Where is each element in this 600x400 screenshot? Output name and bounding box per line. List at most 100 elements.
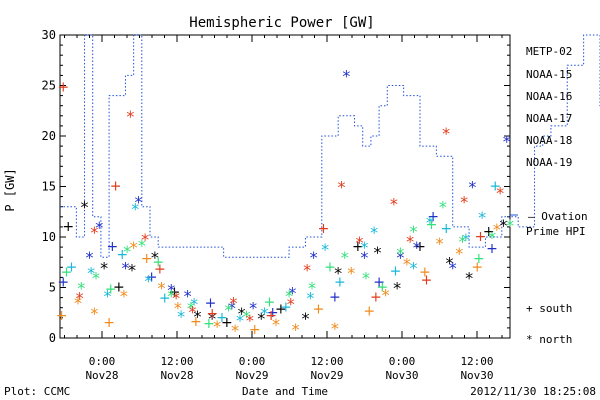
data-point-noaa-19: *	[141, 230, 149, 249]
data-point-noaa-16: +	[66, 259, 78, 275]
data-point-metp-02: *	[128, 260, 136, 279]
data-point-metp-02: +	[414, 239, 426, 255]
data-point-noaa-17: *	[225, 301, 233, 320]
data-point-metp-02: +	[275, 302, 287, 318]
data-point-noaa-16: +	[390, 263, 402, 279]
data-point-noaa-17: *	[409, 222, 417, 241]
data-point-metp-02: +	[113, 280, 125, 296]
legend-south: + south	[526, 302, 572, 315]
data-point-noaa-16: *	[190, 295, 198, 314]
data-point-noaa-17: *	[341, 248, 349, 267]
data-point-noaa-19: +	[57, 80, 69, 96]
data-point-noaa-16: *	[409, 258, 417, 277]
data-point-noaa-18: +	[141, 251, 153, 267]
data-point-noaa-15: *	[360, 248, 368, 267]
data-point-noaa-15: *	[85, 248, 93, 267]
x-axis-label: Date and Time	[242, 385, 328, 398]
data-point-noaa-16: *	[321, 240, 329, 259]
data-point-metp-02: *	[499, 216, 507, 235]
data-point-noaa-19: *	[126, 107, 134, 126]
legend-item-metp-02: METP-02	[526, 45, 572, 58]
data-point-noaa-17: *	[285, 287, 293, 306]
data-point-metp-02: *	[465, 268, 473, 287]
data-point-noaa-18: *	[120, 287, 128, 306]
data-point-noaa-19: *	[460, 193, 468, 212]
data-point-noaa-18: *	[90, 304, 98, 323]
data-point-metp-02: *	[373, 243, 381, 262]
data-point-noaa-17: *	[362, 268, 370, 287]
y-tick-label: 10	[42, 230, 56, 244]
data-point-noaa-15: *	[310, 248, 318, 267]
data-point-noaa-19: +	[370, 290, 382, 306]
data-point-noaa-16: *	[360, 238, 368, 257]
data-point-noaa-16: +	[489, 179, 501, 195]
data-point-noaa-16: +	[334, 274, 346, 290]
legend-ovation-line2: Prime HPI	[526, 225, 586, 238]
data-point-noaa-19: *	[496, 184, 504, 203]
data-point-noaa-18: *	[331, 319, 339, 338]
data-point-noaa-16: *	[261, 304, 269, 323]
data-point-noaa-17: +	[376, 280, 388, 296]
x-tick-label-time: 0:00	[389, 355, 416, 368]
data-point-metp-02: *	[208, 309, 216, 328]
data-point-noaa-16: *	[236, 311, 244, 330]
legend-item-noaa-17: NOAA-17	[526, 112, 572, 125]
data-point-noaa-19: +	[206, 306, 218, 322]
x-tick-label-date: Nov28	[85, 369, 118, 382]
data-point-noaa-18: *	[292, 320, 300, 339]
data-point-noaa-15: *	[249, 299, 257, 318]
footer-left: Plot: CCMC	[4, 385, 70, 398]
data-point-noaa-19: *	[442, 124, 450, 143]
data-point-metp-02: *	[193, 307, 201, 326]
y-axis-label: P [GW]	[3, 168, 17, 211]
x-tick-label-date: Nov29	[310, 369, 343, 382]
data-point-metp-02: *	[238, 304, 246, 323]
data-point-noaa-18: +	[249, 322, 261, 338]
data-point-noaa-15: *	[396, 248, 404, 267]
data-point-noaa-18: +	[419, 264, 431, 280]
data-point-noaa-16: *	[144, 271, 152, 290]
legend: METP-02 NOAA-15 NOAA-16 NOAA-17 NOAA-18 …	[526, 45, 588, 346]
data-point-noaa-18: +	[313, 302, 325, 318]
data-point-noaa-18: +	[190, 314, 202, 330]
data-point-noaa-19: *	[172, 289, 180, 308]
data-point-noaa-15: +	[373, 274, 385, 290]
data-point-noaa-19: *	[337, 178, 345, 197]
ovation-prime-hpi-series	[60, 34, 600, 258]
data-point-noaa-15: *	[167, 281, 175, 300]
legend-item-noaa-18: NOAA-18	[526, 134, 572, 147]
data-point-noaa-18: *	[436, 234, 444, 253]
data-point-noaa-16: *	[478, 208, 486, 227]
data-point-noaa-16: *	[131, 200, 139, 219]
y-tick-label: 15	[42, 180, 56, 194]
data-point-noaa-19: +	[154, 261, 166, 277]
data-point-noaa-17: *	[187, 299, 195, 318]
data-point-noaa-17: *	[92, 268, 100, 287]
data-point-metp-02: *	[393, 279, 401, 298]
data-point-noaa-17: *	[77, 279, 85, 298]
data-point-noaa-19: *	[246, 311, 254, 330]
data-point-noaa-15: +	[106, 239, 118, 255]
data-point-noaa-15: *	[413, 238, 421, 257]
data-point-noaa-17: +	[426, 217, 438, 233]
data-point-noaa-15: *	[468, 178, 476, 197]
x-tick-label-time: 0:00	[89, 355, 116, 368]
data-point-noaa-15: +	[57, 274, 69, 290]
data-point-noaa-15: +	[205, 296, 217, 312]
data-point-noaa-15: *	[184, 287, 192, 306]
y-tick-label: 0	[49, 331, 56, 345]
data-point-metp-02: *	[81, 198, 89, 217]
legend-north: * north	[526, 333, 572, 346]
data-point-metp-02: +	[221, 315, 233, 331]
data-point-noaa-19: +	[475, 229, 487, 245]
data-point-noaa-15: *	[121, 258, 129, 277]
data-point-noaa-18: *	[74, 294, 82, 313]
data-point-noaa-15: *	[135, 193, 143, 212]
data-point-noaa-16: *	[177, 307, 185, 326]
x-axis: 0:00Nov2812:00Nov280:00Nov2912:00Nov290:…	[64, 35, 503, 382]
data-point-metp-02: *	[257, 309, 265, 328]
y-tick-label: 30	[42, 28, 56, 42]
x-tick-label-time: 12:00	[160, 355, 193, 368]
data-point-noaa-17: +	[264, 295, 276, 311]
